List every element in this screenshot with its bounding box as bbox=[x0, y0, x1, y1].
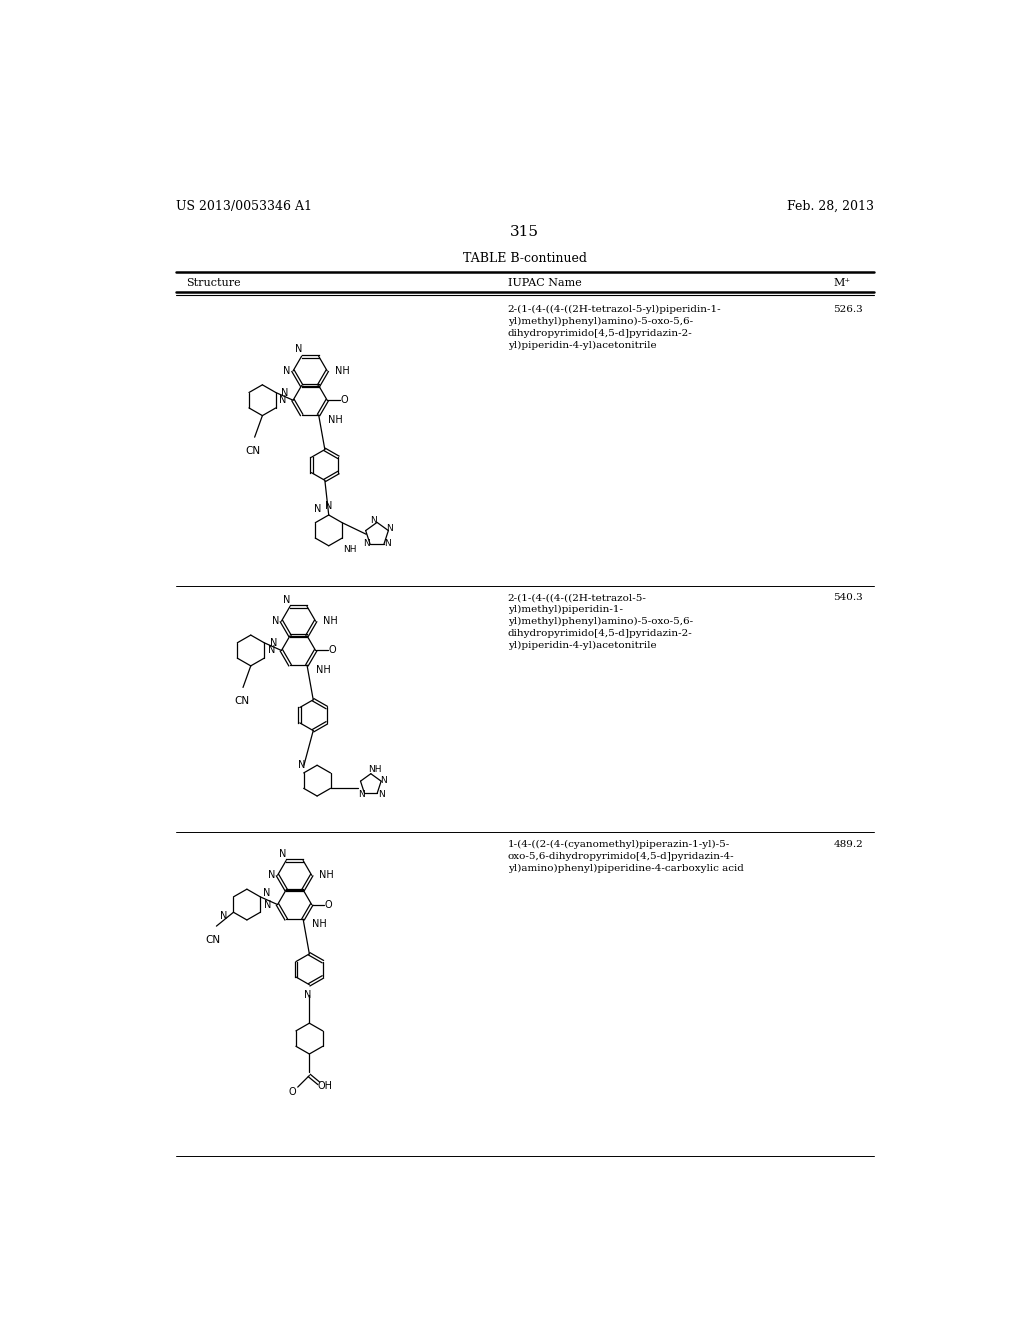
Text: N: N bbox=[267, 870, 275, 880]
Text: N: N bbox=[268, 645, 275, 656]
Text: N: N bbox=[220, 911, 227, 921]
Text: O: O bbox=[329, 645, 337, 656]
Text: CN: CN bbox=[233, 696, 249, 706]
Text: N: N bbox=[280, 849, 287, 858]
Text: N: N bbox=[264, 899, 271, 909]
Text: NH: NH bbox=[343, 545, 357, 554]
Text: N: N bbox=[362, 539, 370, 548]
Text: 315: 315 bbox=[510, 224, 540, 239]
Text: 489.2: 489.2 bbox=[834, 840, 863, 849]
Text: N: N bbox=[284, 366, 291, 376]
Text: Structure: Structure bbox=[186, 279, 241, 288]
Text: N: N bbox=[295, 345, 302, 354]
Text: NH: NH bbox=[328, 414, 343, 425]
Text: N: N bbox=[269, 638, 278, 648]
Text: O: O bbox=[340, 395, 348, 405]
Text: O: O bbox=[289, 1088, 296, 1097]
Text: N: N bbox=[358, 789, 365, 799]
Text: 526.3: 526.3 bbox=[834, 305, 863, 314]
Text: CN: CN bbox=[205, 935, 220, 945]
Text: 2-(1-(4-((4-((2H-tetrazol-5-yl)piperidin-1-
yl)methyl)phenyl)amino)-5-oxo-5,6-
d: 2-(1-(4-((4-((2H-tetrazol-5-yl)piperidin… bbox=[508, 305, 721, 350]
Text: N: N bbox=[325, 500, 333, 511]
Text: N: N bbox=[381, 776, 387, 785]
Text: NH: NH bbox=[368, 764, 382, 774]
Text: N: N bbox=[313, 504, 321, 513]
Text: Feb. 28, 2013: Feb. 28, 2013 bbox=[786, 199, 873, 213]
Text: NH: NH bbox=[324, 616, 338, 626]
Text: N: N bbox=[370, 516, 377, 525]
Text: N: N bbox=[378, 789, 385, 799]
Text: 540.3: 540.3 bbox=[834, 594, 863, 602]
Text: NH: NH bbox=[316, 665, 331, 675]
Text: TABLE B-continued: TABLE B-continued bbox=[463, 252, 587, 265]
Text: N: N bbox=[284, 594, 291, 605]
Text: OH: OH bbox=[317, 1081, 333, 1092]
Text: N: N bbox=[386, 524, 393, 532]
Text: N: N bbox=[271, 616, 279, 626]
Text: N: N bbox=[298, 760, 305, 771]
Text: N: N bbox=[280, 395, 287, 405]
Text: N: N bbox=[384, 539, 391, 548]
Text: NH: NH bbox=[312, 919, 328, 929]
Text: NH: NH bbox=[335, 366, 349, 376]
Text: US 2013/0053346 A1: US 2013/0053346 A1 bbox=[176, 199, 312, 213]
Text: NH: NH bbox=[319, 870, 334, 880]
Text: N: N bbox=[263, 888, 270, 898]
Text: M⁺: M⁺ bbox=[834, 279, 850, 288]
Text: CN: CN bbox=[246, 446, 261, 455]
Text: O: O bbox=[325, 899, 333, 909]
Text: N: N bbox=[304, 990, 311, 999]
Text: 1-(4-((2-(4-(cyanomethyl)piperazin-1-yl)-5-
oxo-5,6-dihydropyrimido[4,5-d]pyrida: 1-(4-((2-(4-(cyanomethyl)piperazin-1-yl)… bbox=[508, 840, 743, 873]
Text: 2-(1-(4-((4-((2H-tetrazol-5-
yl)methyl)piperidin-1-
yl)methyl)phenyl)amino)-5-ox: 2-(1-(4-((4-((2H-tetrazol-5- yl)methyl)p… bbox=[508, 594, 693, 651]
Text: N: N bbox=[282, 388, 289, 397]
Text: IUPAC Name: IUPAC Name bbox=[508, 279, 582, 288]
